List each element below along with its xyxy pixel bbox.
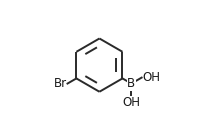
Text: OH: OH [142,71,160,84]
Text: Br: Br [54,77,67,90]
Text: B: B [127,77,135,90]
Text: OH: OH [122,95,140,109]
